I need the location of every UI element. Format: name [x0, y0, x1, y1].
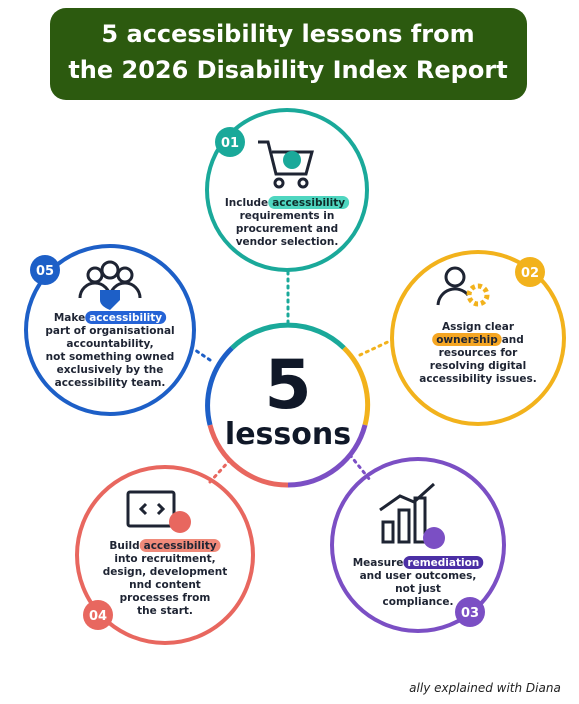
lesson-text: resources for	[439, 347, 518, 359]
lesson-text: into recruitment,	[114, 553, 215, 565]
highlight-text: ownership	[436, 334, 498, 346]
title: 5 accessibility lessons from	[101, 20, 474, 48]
number-badge	[30, 255, 60, 285]
highlight-text: accessibility	[144, 540, 217, 552]
number-badge	[83, 600, 113, 630]
lesson-text: Assign clear	[442, 321, 515, 333]
center-label: lessons	[225, 417, 351, 452]
lesson-text: not just	[395, 583, 441, 595]
lesson-text: accessibility team.	[55, 377, 166, 389]
cart-icon	[258, 140, 314, 189]
lesson-text: and	[502, 334, 524, 346]
owner-icon	[436, 266, 490, 307]
team-icon	[78, 260, 142, 310]
lesson-text: compliance.	[383, 596, 454, 608]
lesson-text: vendor selection.	[236, 236, 339, 248]
code-icon	[126, 490, 191, 533]
lesson-text: Measure	[353, 557, 404, 569]
lesson-circle	[24, 244, 196, 416]
number-badge	[515, 257, 545, 287]
highlight-text: remediation	[407, 557, 479, 569]
title: the 2026 Disability Index Report	[68, 56, 507, 84]
lesson-text: Build	[109, 540, 139, 552]
lesson-circle	[330, 457, 506, 633]
number-badge	[455, 597, 485, 627]
lesson-text: processes from	[120, 592, 211, 604]
lesson-text: accountability,	[66, 338, 153, 350]
lesson-number: 01	[221, 136, 239, 151]
lesson-text: Include	[225, 197, 268, 209]
lesson-text: nnd content	[129, 579, 201, 591]
lesson-text: part of organisational	[45, 325, 174, 337]
lesson-text: procurement and	[236, 223, 338, 235]
lesson-text: the start.	[137, 605, 193, 617]
lesson-number: 04	[89, 609, 107, 624]
lesson-text: requirements in	[240, 210, 335, 222]
highlight-text: accessibility	[89, 312, 162, 324]
lesson-text: resolving digital	[430, 360, 526, 372]
connectors	[193, 270, 394, 484]
lesson-circle	[75, 465, 255, 645]
lesson-text: exclusively by the	[57, 364, 164, 376]
highlight	[85, 311, 167, 324]
number-badge	[215, 127, 245, 157]
highlight	[268, 196, 350, 209]
lesson-text: and user outcomes,	[360, 570, 477, 582]
center-ring	[205, 322, 371, 488]
credit: ally explained with Diana	[409, 681, 561, 695]
title-box	[50, 8, 527, 100]
lesson-circle	[205, 108, 369, 272]
lesson-text: not something owned	[46, 351, 175, 363]
center-number: 5	[264, 346, 311, 425]
highlight	[403, 556, 484, 569]
lesson-text: Make	[54, 312, 85, 324]
lesson-text: accessibility issues.	[419, 373, 537, 385]
chart-icon	[379, 482, 445, 549]
lesson-text: design, development	[103, 566, 228, 578]
highlight	[139, 539, 221, 552]
highlight-text: accessibility	[272, 197, 345, 209]
lesson-number: 02	[521, 266, 539, 281]
highlight	[432, 333, 502, 346]
lesson-number: 05	[36, 264, 54, 279]
lesson-number: 03	[461, 606, 479, 621]
